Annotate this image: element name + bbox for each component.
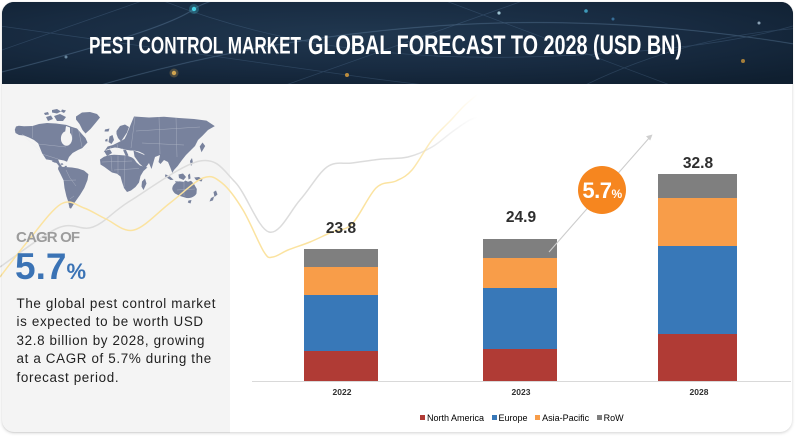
svg-text:GLOBAL FORECAST TO 2028 (USD B: GLOBAL FORECAST TO 2028 (USD BN) — [308, 30, 682, 60]
svg-text:PEST CONTROL MARKET: PEST CONTROL MARKET — [89, 33, 301, 60]
